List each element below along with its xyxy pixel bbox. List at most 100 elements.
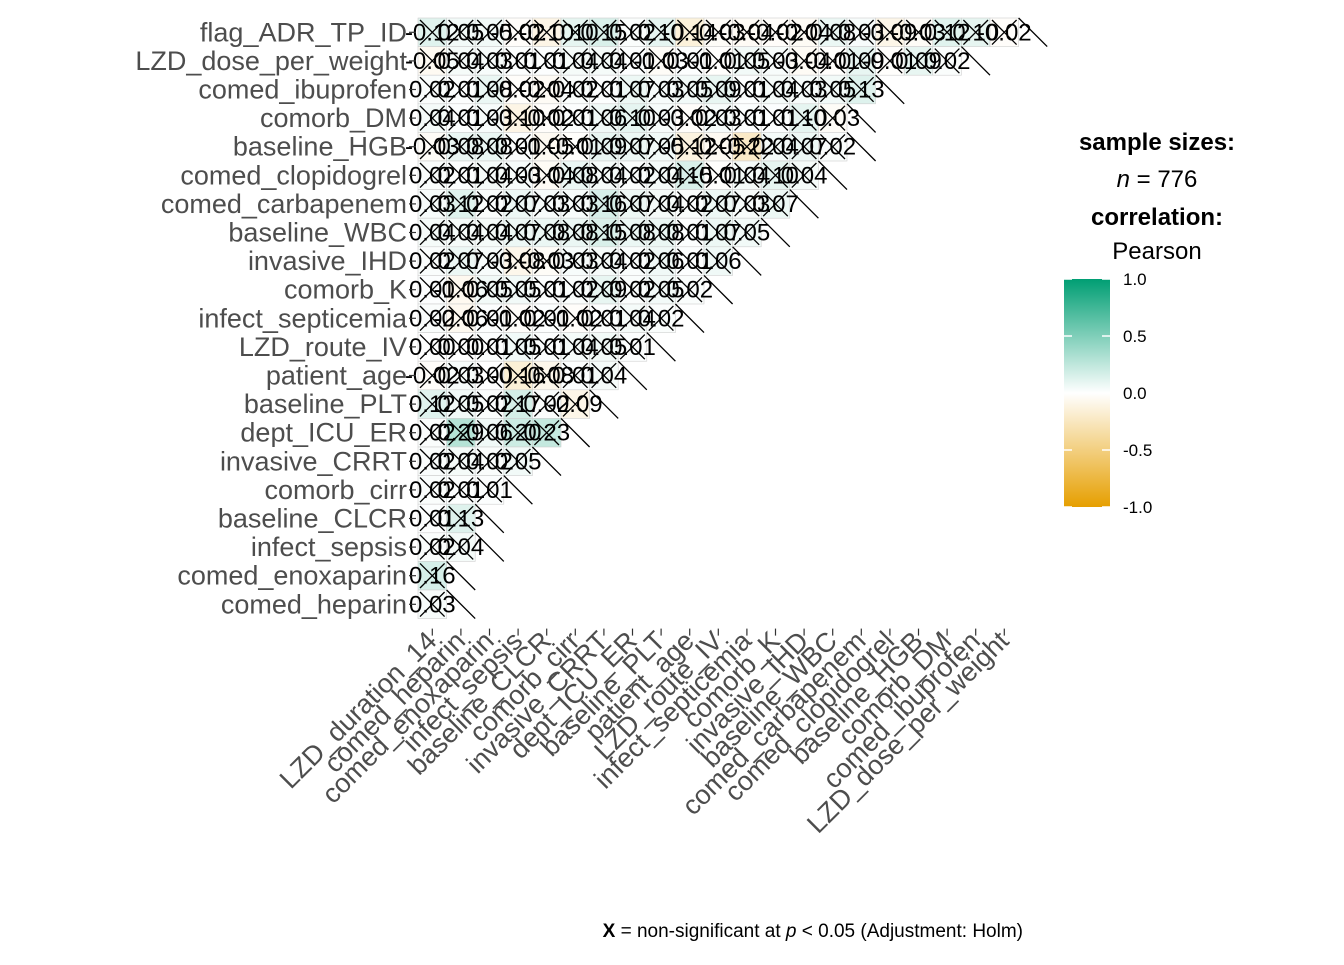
non-significant-x-marker <box>676 276 703 303</box>
cell-value-label: 0.01 <box>581 305 628 332</box>
cell-value-label: 0.01 <box>409 506 456 533</box>
non-significant-x-marker <box>705 105 732 131</box>
cell-value-label: 0.01 <box>523 334 570 361</box>
cell-value-label: 0.04 <box>552 48 599 75</box>
cell-value-label: 0.15 <box>666 162 713 189</box>
cell-value-label: 0.02 <box>466 391 513 418</box>
cell-value-label: 0.16 <box>581 191 628 218</box>
non-significant-x-marker <box>562 191 589 217</box>
legend-ticks: 1.0 0.5 0.0 -0.5 -1.0 <box>1064 270 1152 517</box>
cell-value-label: 0.05 <box>724 48 771 75</box>
non-significant-x-marker <box>476 419 503 446</box>
cell-value-label: 0.01 <box>609 48 656 75</box>
cell-value-label: 0.05 <box>724 220 771 247</box>
significance-markers <box>419 17 1048 620</box>
non-significant-x-marker <box>448 105 474 131</box>
cell-value-label: 0.20 <box>495 420 542 447</box>
non-significant-x-marker <box>448 305 474 332</box>
cell-value-label: -0.03 <box>634 48 689 75</box>
caption-p-symbol: p <box>785 921 797 942</box>
cell-value-label: 0.01 <box>438 105 485 132</box>
cell-value-label: 0.04 <box>724 162 771 189</box>
non-significant-x-marker <box>591 105 617 131</box>
cell-value-label: 0.05 <box>495 277 542 304</box>
cell-value-label: 0.06 <box>695 248 742 275</box>
non-significant-x-marker <box>505 305 531 332</box>
non-significant-x-marker <box>448 19 474 46</box>
cell-value-label: 0.16 <box>409 563 456 590</box>
non-significant-x-marker <box>419 219 446 246</box>
legend-n-symbol: n <box>1117 166 1130 193</box>
cell-value-label: 0.05 <box>495 448 542 475</box>
cell-value-label: 0.07 <box>695 220 742 247</box>
non-significant-x-marker <box>562 76 589 103</box>
non-significant-x-marker <box>676 48 703 74</box>
cell-value-label: 0.01 <box>438 162 485 189</box>
cell-value-label: 0.02 <box>523 391 570 418</box>
non-significant-x-marker <box>533 48 560 74</box>
non-significant-x-marker <box>676 76 703 103</box>
non-significant-x-marker <box>591 248 617 274</box>
cell-value-label: 0.04 <box>781 162 828 189</box>
y-tick-label: baseline_CLCR <box>218 504 407 534</box>
non-significant-x-marker <box>419 334 446 360</box>
non-significant-x-marker <box>505 191 531 217</box>
non-significant-x-marker <box>476 76 503 103</box>
cell-value-label: 0.01 <box>495 134 542 161</box>
non-significant-x-marker <box>819 48 846 74</box>
cell-value-label: 0.05 <box>638 277 685 304</box>
non-significant-x-marker <box>505 76 531 103</box>
non-significant-x-marker <box>648 48 674 74</box>
cell-value-label: 0.08 <box>438 134 485 161</box>
cell-value-label: 0.08 <box>609 220 656 247</box>
non-significant-x-marker <box>533 105 560 131</box>
non-significant-x-marker <box>448 248 474 274</box>
cell-value-label: 0.03 <box>552 191 599 218</box>
y-tick-label: comorb_cirr <box>264 475 407 505</box>
non-significant-x-marker <box>476 48 503 74</box>
caption: X = non-significant at p < 0.05 (Adjustm… <box>603 921 1023 942</box>
cell-value-label: -0.01 <box>805 48 860 75</box>
diagonal-marker <box>531 446 562 477</box>
cell-value-label: 0.08 <box>466 134 513 161</box>
cell-value-label: 0.01 <box>609 334 656 361</box>
non-significant-x-marker <box>533 334 560 360</box>
diagonal-marker <box>446 589 476 620</box>
non-significant-x-marker <box>505 362 531 389</box>
legend-tick-label: 0.5 <box>1123 327 1147 346</box>
non-significant-x-marker <box>676 219 703 246</box>
cell-value-label: 0.03 <box>724 191 771 218</box>
y-tick-label: comorb_DM <box>260 103 407 133</box>
non-significant-x-marker <box>448 162 474 189</box>
non-significant-x-marker <box>448 391 474 417</box>
caption-text-2: < 0.05 (Adjustment: Holm) <box>796 921 1023 942</box>
non-significant-x-marker <box>562 362 589 389</box>
non-significant-x-marker <box>619 305 646 332</box>
non-significant-x-marker <box>705 219 732 246</box>
cell-value-label: 0.07 <box>495 220 542 247</box>
cell-value-label: -0.02 <box>748 19 803 46</box>
non-significant-x-marker <box>562 219 589 246</box>
diagonal-marker <box>789 189 819 219</box>
non-significant-x-marker <box>476 448 503 475</box>
non-significant-x-marker <box>648 191 674 217</box>
non-significant-x-marker <box>619 334 646 360</box>
non-significant-x-marker <box>934 19 960 46</box>
caption-x-marker: X <box>603 921 616 942</box>
cell-value-label: 0.02 <box>666 277 713 304</box>
non-significant-x-marker <box>419 591 446 618</box>
non-significant-x-marker <box>676 105 703 131</box>
cell-value-label: 0.10 <box>952 19 999 46</box>
non-significant-x-marker <box>533 19 560 46</box>
cell-value-label: -0.22 <box>720 134 775 161</box>
legend-tick-label: 0.0 <box>1123 384 1147 403</box>
non-significant-x-marker <box>476 133 503 160</box>
non-significant-x-marker <box>562 391 589 417</box>
cell-value-label: 0.03 <box>466 105 513 132</box>
cell-value-label: 0.13 <box>438 506 485 533</box>
non-significant-x-marker <box>505 391 531 417</box>
cell-value-label: 0.04 <box>752 134 799 161</box>
non-significant-x-marker <box>476 19 503 46</box>
cell-value-label: 0.04 <box>638 191 685 218</box>
cell-value-label: -0.02 <box>977 19 1032 46</box>
